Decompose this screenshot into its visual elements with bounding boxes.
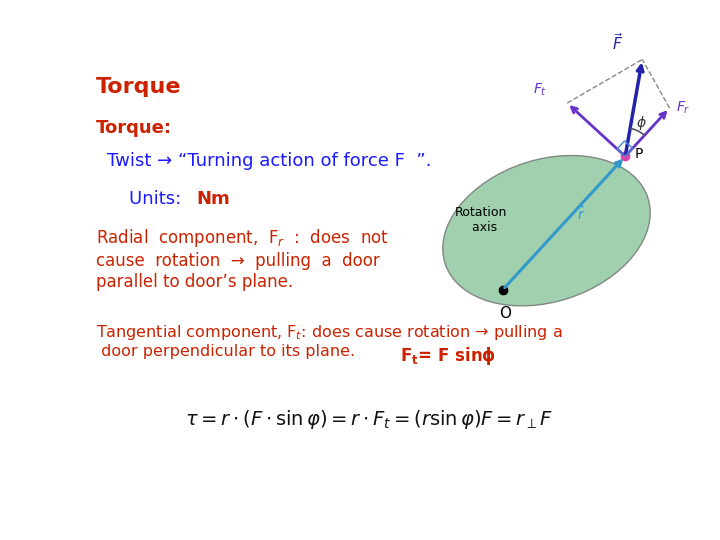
Text: $\phi$: $\phi$: [636, 114, 647, 132]
Text: $F_r$: $F_r$: [676, 100, 690, 116]
Text: Units:: Units:: [129, 190, 193, 207]
Ellipse shape: [443, 156, 650, 306]
Text: $F_t$: $F_t$: [534, 81, 547, 98]
Text: Rotation
  axis: Rotation axis: [455, 206, 507, 234]
Text: $\vec{r}$: $\vec{r}$: [577, 205, 585, 223]
Text: Radial  component,  F$_r$  :  does  not
cause  rotation  →  pulling  a  door
par: Radial component, F$_r$ : does not cause…: [96, 227, 389, 291]
Text: Tangential component, F$_t$: does cause rotation → pulling a
 door perpendicular: Tangential component, F$_t$: does cause …: [96, 322, 562, 359]
Text: P: P: [635, 147, 644, 161]
Text: Torque: Torque: [96, 77, 181, 97]
Text: $\vec{F}$: $\vec{F}$: [612, 32, 623, 53]
Text: $\mathbf{F_t}$= $\mathbf{F}$ $\mathbf{sin\phi}$: $\mathbf{F_t}$= $\mathbf{F}$ $\mathbf{si…: [400, 346, 495, 367]
Text: O: O: [499, 306, 511, 321]
Text: $\tau = r \cdot (F \cdot \sin \varphi) = r \cdot F_t = (r \sin \varphi)F = r_\pe: $\tau = r \cdot (F \cdot \sin \varphi) =…: [185, 408, 553, 431]
Text: Torque:: Torque:: [96, 119, 171, 137]
Text: Twist → “Turning action of force F  ”.: Twist → “Turning action of force F ”.: [107, 152, 431, 170]
Text: Nm: Nm: [196, 190, 230, 207]
